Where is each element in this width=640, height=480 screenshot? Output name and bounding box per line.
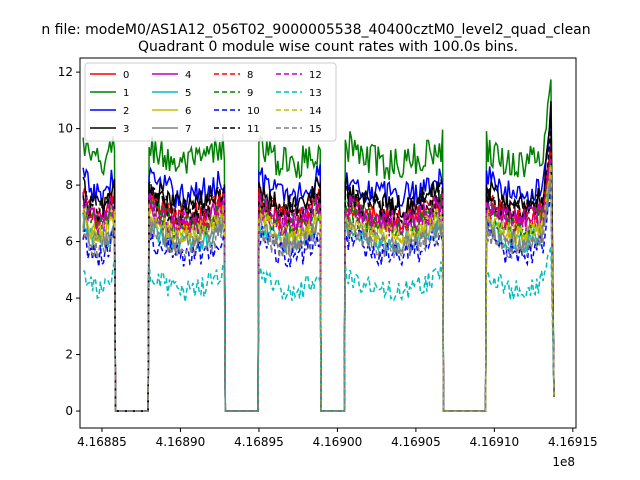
series-line-3	[82, 101, 555, 412]
legend-label-10: 10	[247, 106, 260, 117]
y-tick-label: 4	[65, 291, 73, 305]
legend-label-0: 0	[123, 70, 129, 81]
plot-frame	[79, 57, 577, 429]
legend-label-7: 7	[185, 124, 191, 135]
y-tick-label: 2	[65, 348, 73, 362]
y-tick-label: 0	[65, 404, 73, 418]
x-tick-label: 4.16895	[234, 435, 284, 449]
legend-label-12: 12	[309, 70, 322, 81]
series-line-2	[82, 125, 555, 412]
x-tick-label: 4.16910	[470, 435, 520, 449]
legend-label-15: 15	[309, 124, 322, 135]
legend-label-5: 5	[185, 88, 191, 99]
chart-title: Quadrant 0 module wise count rates with …	[138, 39, 518, 55]
legend-label-9: 9	[247, 88, 253, 99]
x-tick-label: 4.16885	[77, 435, 127, 449]
x-tick-label: 4.16900	[313, 435, 363, 449]
y-tick-label: 12	[58, 65, 73, 79]
series-line-15	[82, 178, 555, 412]
series-line-10	[82, 184, 555, 412]
y-tick-label: 8	[65, 178, 73, 192]
legend-label-8: 8	[247, 70, 253, 81]
legend-label-3: 3	[123, 124, 129, 135]
legend-label-13: 13	[309, 88, 322, 99]
series-line-11	[82, 129, 555, 412]
x-offset-label: 1e8	[552, 455, 575, 469]
legend-label-2: 2	[123, 106, 129, 117]
legend-box	[84, 62, 337, 142]
x-tick-label: 4.16915	[548, 435, 598, 449]
series-line-0	[82, 137, 555, 412]
ticks-layer: 4.16885 4.16890 4.16895 4.16900 4.16905 4.169…	[58, 65, 598, 449]
series-line-13	[82, 246, 555, 412]
y-tick-label: 10	[58, 122, 73, 136]
x-tick-label: 4.16905	[391, 435, 441, 449]
series-layer	[82, 79, 555, 412]
legend-label-6: 6	[185, 106, 191, 117]
series-line-12	[82, 158, 555, 412]
y-tick-label: 6	[65, 235, 73, 249]
x-tick-label: 4.16890	[156, 435, 206, 449]
legend-label-1: 1	[123, 88, 129, 99]
series-line-14	[82, 164, 555, 412]
legend-label-11: 11	[247, 124, 260, 135]
chart-suptitle: n file: modeM0/AS1A12_056T02_9000005538_…	[41, 22, 590, 38]
legend-label-14: 14	[309, 106, 322, 117]
legend-label-4: 4	[185, 70, 191, 81]
series-line-1	[82, 79, 555, 412]
